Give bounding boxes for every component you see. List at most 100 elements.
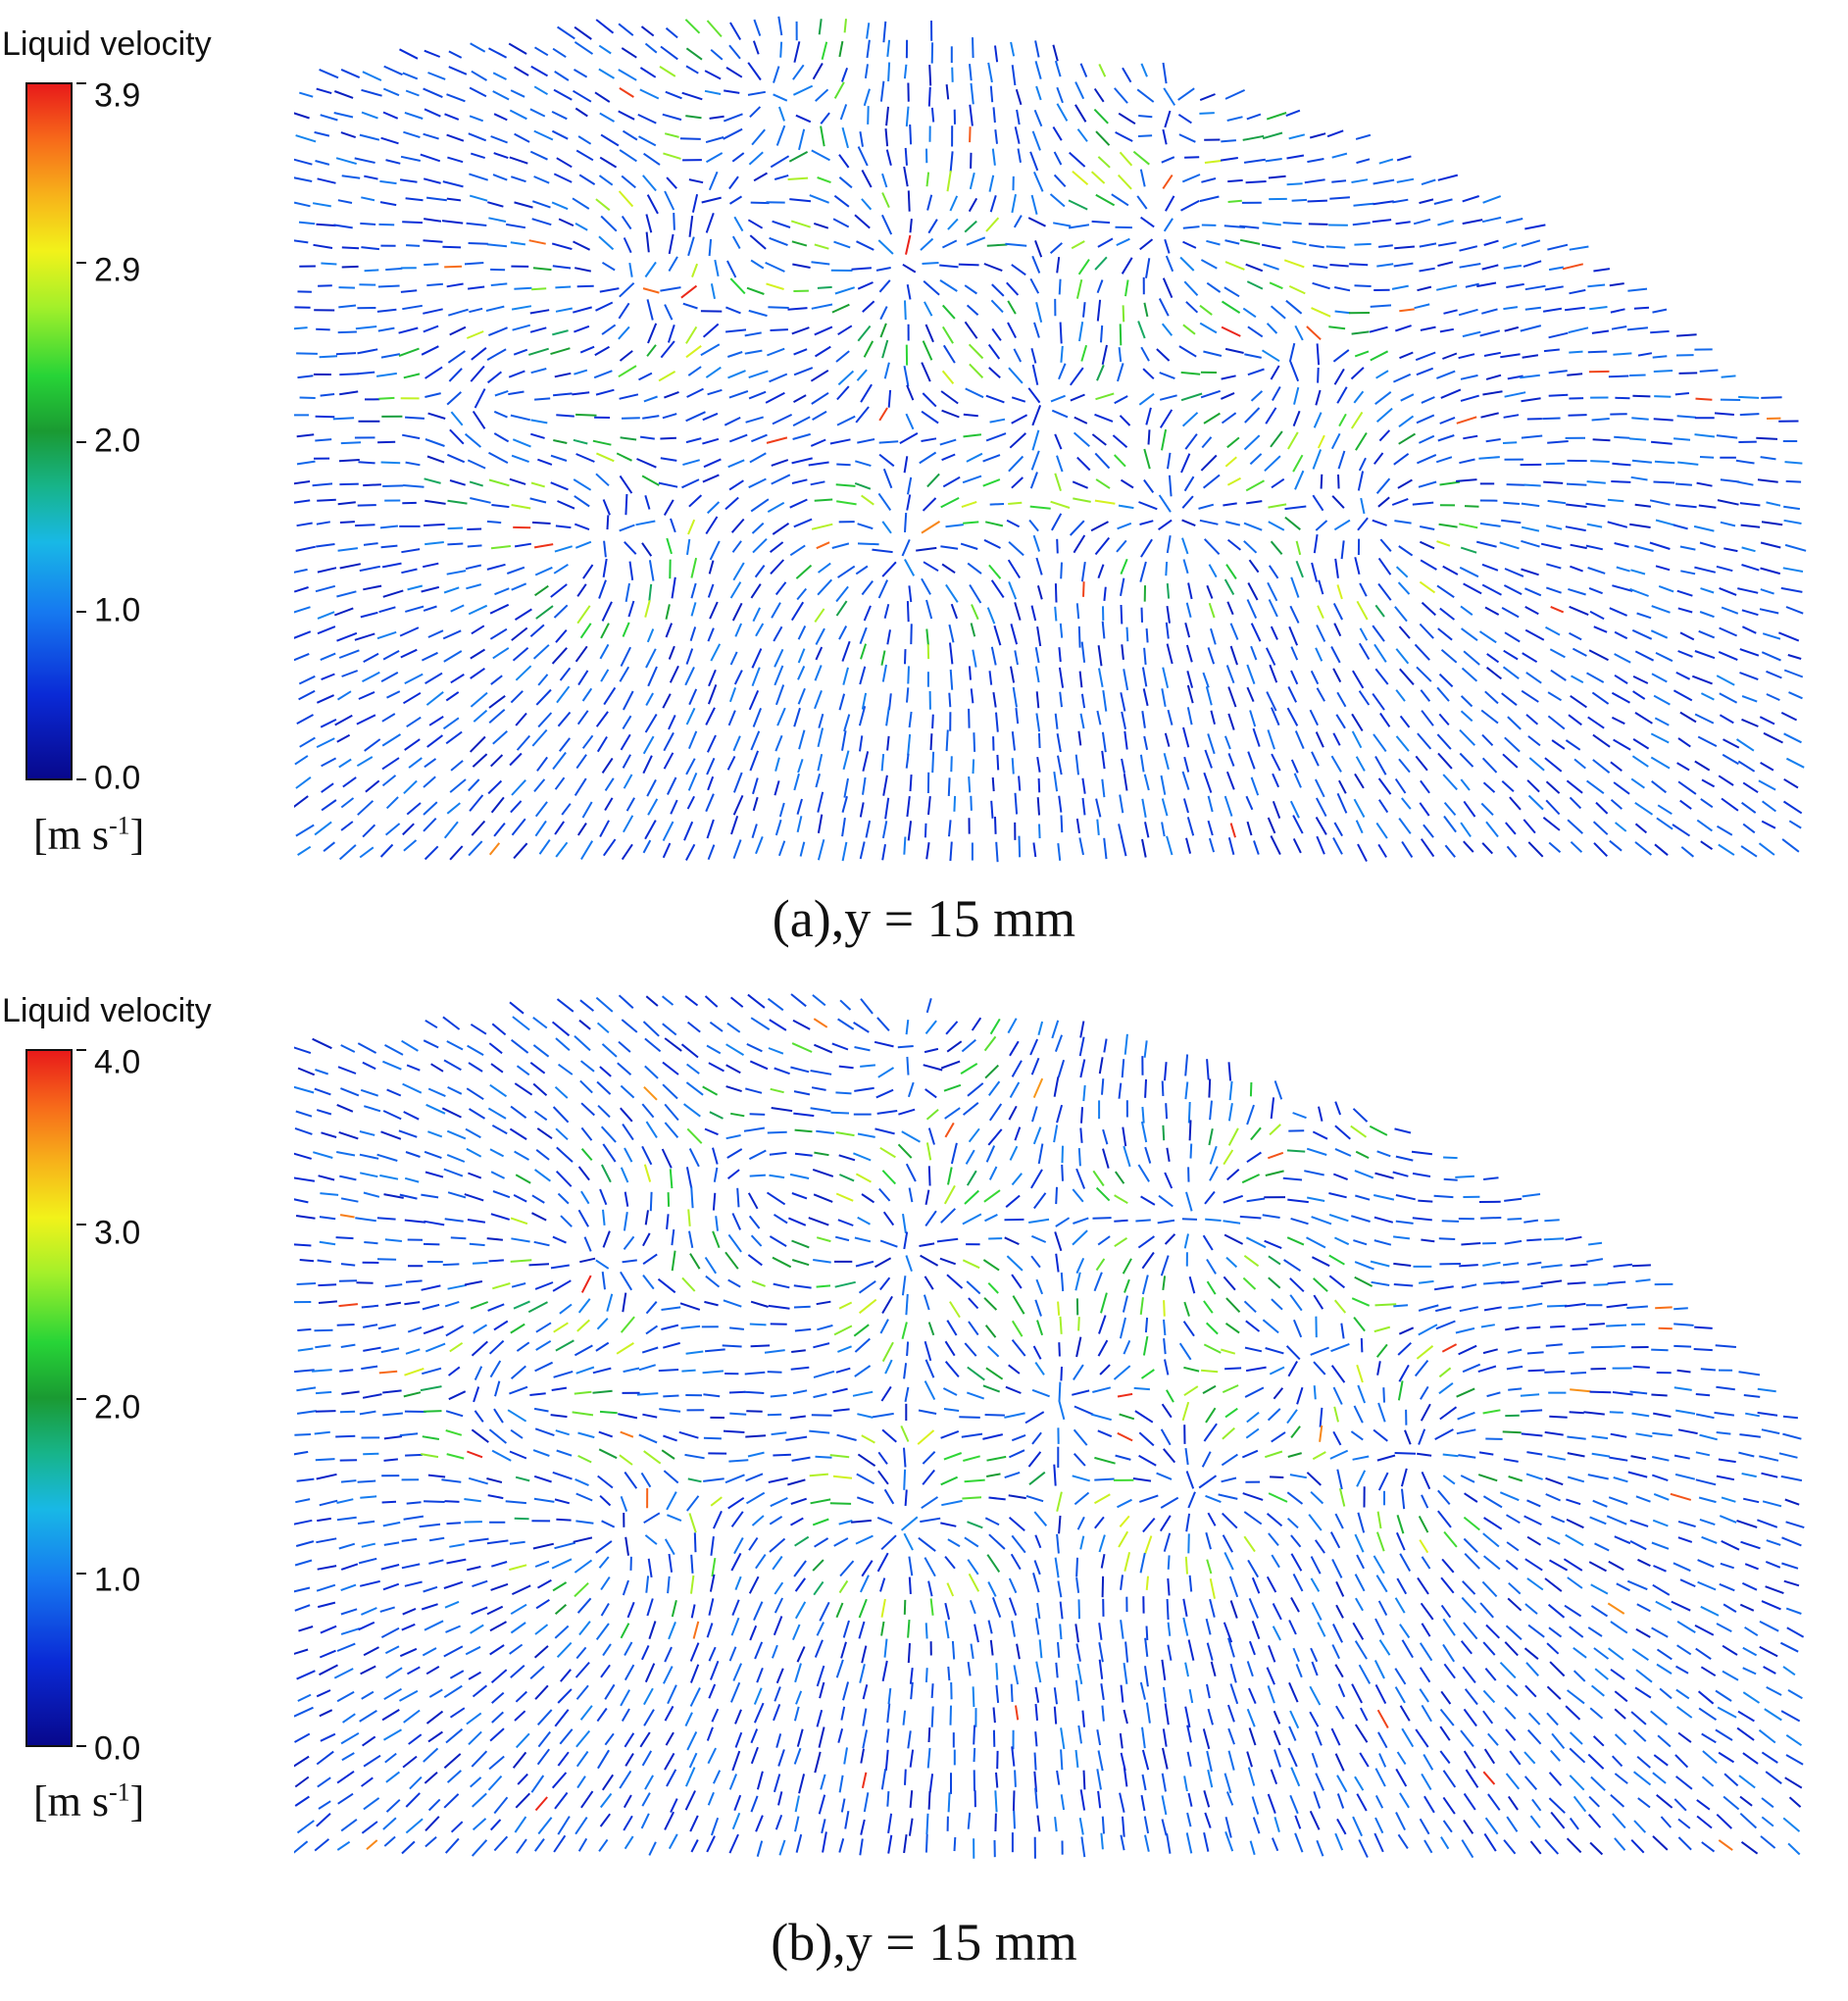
velocity-vector — [843, 127, 849, 148]
velocity-vector — [645, 1535, 657, 1544]
velocity-vector — [516, 666, 530, 680]
velocity-vector — [407, 803, 421, 815]
velocity-vector — [1124, 1340, 1129, 1354]
velocity-vector — [710, 1647, 716, 1661]
velocity-vector — [1228, 714, 1233, 730]
velocity-vector — [382, 1502, 396, 1503]
velocity-vector — [904, 1232, 907, 1250]
velocity-vector — [1396, 649, 1408, 664]
colorbar-title: Liquid velocity — [2, 25, 212, 64]
velocity-vector — [1524, 1516, 1542, 1525]
velocity-vector — [1204, 1424, 1217, 1441]
velocity-vector — [817, 1285, 830, 1286]
velocity-vector — [1181, 373, 1201, 375]
velocity-vector — [602, 1126, 616, 1142]
velocity-vector — [735, 671, 742, 684]
velocity-vector — [1419, 482, 1436, 487]
velocity-vector — [1312, 563, 1317, 582]
velocity-vector — [1396, 1769, 1406, 1786]
velocity-vector — [1142, 799, 1145, 818]
velocity-vector — [791, 1519, 804, 1526]
velocity-vector — [1613, 1814, 1625, 1828]
velocity-vector — [1484, 1307, 1502, 1310]
velocity-vector — [1565, 1606, 1581, 1617]
velocity-vector — [1141, 1553, 1145, 1573]
velocity-vector — [642, 1348, 658, 1353]
velocity-vector — [750, 1114, 766, 1115]
velocity-vector — [403, 824, 414, 834]
velocity-vector — [1417, 1454, 1431, 1456]
velocity-vector — [447, 392, 461, 405]
velocity-vector — [538, 1580, 552, 1588]
velocity-vector — [1723, 1672, 1738, 1680]
velocity-vector — [1142, 1795, 1145, 1811]
velocity-vector — [1227, 180, 1243, 181]
velocity-vector — [1318, 368, 1319, 383]
velocity-vector — [621, 1690, 629, 1706]
velocity-vector — [1163, 668, 1168, 688]
velocity-vector — [817, 1326, 832, 1329]
velocity-vector — [556, 1520, 571, 1521]
velocity-vector — [1422, 1603, 1433, 1620]
velocity-vector — [1035, 1753, 1036, 1771]
velocity-vector — [623, 217, 631, 229]
velocity-vector — [1461, 1243, 1480, 1245]
velocity-vector — [1337, 387, 1347, 404]
velocity-vector — [644, 1087, 657, 1100]
velocity-vector — [1357, 1555, 1364, 1569]
velocity-vector — [1007, 521, 1020, 527]
velocity-vector — [1463, 1667, 1475, 1682]
velocity-vector — [1091, 1415, 1112, 1421]
velocity-vector — [1506, 219, 1523, 223]
velocity-vector — [1082, 778, 1084, 794]
velocity-vector — [818, 792, 823, 813]
velocity-vector — [749, 1151, 766, 1160]
velocity-vector — [1266, 1348, 1284, 1353]
velocity-vector — [816, 666, 822, 681]
velocity-vector — [1681, 847, 1693, 857]
velocity-vector — [1742, 803, 1756, 813]
panel-caption: (a),y = 15 mm — [0, 888, 1848, 949]
colorbar — [25, 1049, 73, 1747]
velocity-vector — [792, 241, 807, 245]
velocity-vector — [1738, 397, 1759, 398]
velocity-vector — [645, 821, 656, 839]
velocity-vector — [1036, 86, 1041, 100]
velocity-vector — [1246, 1237, 1266, 1247]
velocity-vector — [315, 822, 331, 834]
velocity-vector — [1627, 289, 1647, 291]
velocity-vector — [1225, 90, 1245, 99]
velocity-vector — [1631, 778, 1644, 787]
velocity-vector — [1243, 309, 1256, 318]
velocity-vector — [386, 1303, 401, 1305]
velocity-vector — [910, 1577, 911, 1594]
velocity-vector — [1293, 1113, 1307, 1118]
velocity-vector — [691, 626, 696, 640]
velocity-vector — [729, 1834, 738, 1853]
velocity-vector — [1422, 180, 1435, 185]
velocity-vector — [909, 585, 911, 602]
velocity-vector — [596, 998, 612, 1012]
velocity-vector — [1182, 538, 1188, 554]
velocity-vector — [1745, 1414, 1760, 1417]
velocity-vector — [880, 1240, 897, 1246]
velocity-vector — [1587, 673, 1604, 682]
velocity-vector — [1394, 264, 1414, 267]
velocity-vector — [404, 1302, 420, 1304]
velocity-vector — [628, 1602, 634, 1618]
velocity-vector — [863, 1729, 867, 1748]
velocity-vector — [1290, 1475, 1307, 1477]
velocity-vector — [1529, 796, 1544, 810]
velocity-vector — [466, 584, 480, 588]
velocity-vector — [576, 646, 587, 662]
velocity-vector — [1552, 740, 1565, 749]
velocity-vector — [1165, 753, 1169, 770]
velocity-vector — [904, 1834, 907, 1853]
velocity-vector — [377, 1155, 398, 1161]
velocity-vector — [552, 243, 572, 249]
velocity-vector — [1335, 1102, 1340, 1115]
velocity-vector — [491, 1562, 507, 1567]
velocity-vector — [1145, 1536, 1151, 1554]
velocity-vector — [929, 1791, 930, 1810]
velocity-vector — [793, 86, 812, 95]
